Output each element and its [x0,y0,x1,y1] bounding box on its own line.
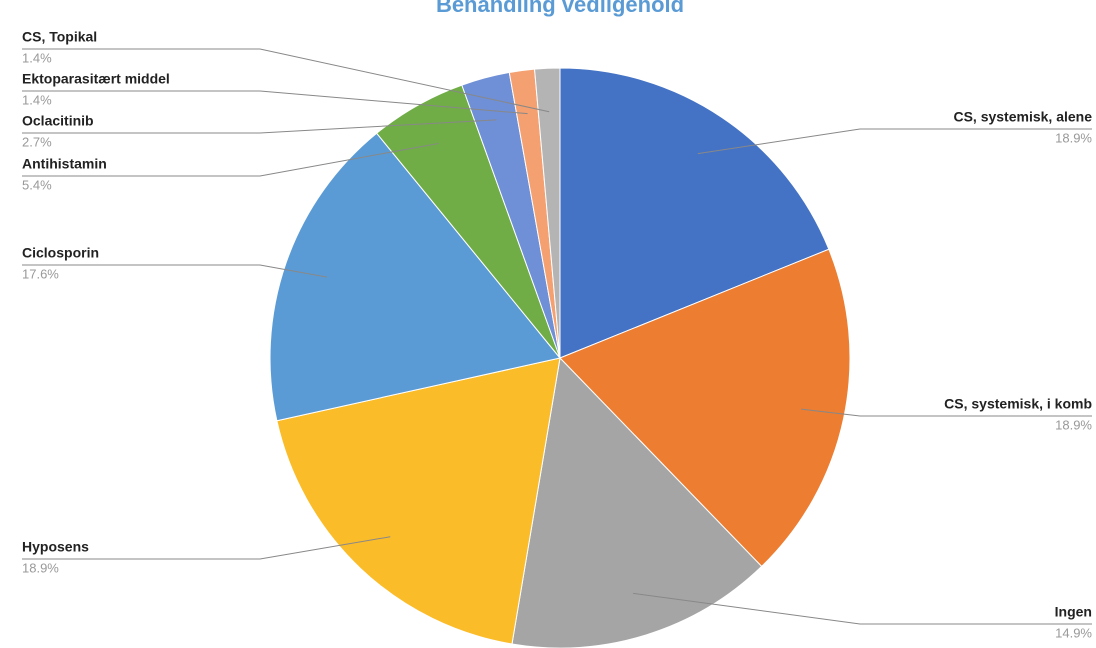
leader-line [633,592,1092,625]
slice-label: CS, systemisk, i komb [944,396,1092,412]
slice-value-label: 17.6% [22,266,59,281]
leader-line [22,90,528,115]
slice-label: CS, Topikal [22,29,97,45]
slice-label: Ingen [1055,604,1092,620]
slice-label: Hyposens [22,539,89,555]
slice-value-label: 18.9% [22,560,59,575]
slice-value-label: 14.9% [1055,625,1092,640]
pie-slice [276,357,561,645]
pie-slice [269,132,561,422]
pie-slice [534,67,561,359]
slice-value-label: 1.4% [22,92,52,107]
leader-line [22,119,497,134]
slice-label: Oclacitinib [22,113,94,129]
slice-value-label: 2.7% [22,134,52,149]
slice-value-label: 5.4% [22,177,52,192]
leader-line [22,48,550,113]
slice-label: CS, systemisk, alene [953,109,1092,125]
leader-line [801,408,1092,417]
chart-title: Behandling vedligehold [436,0,684,17]
leader-line [697,128,1092,155]
slice-label: Antihistamin [22,156,107,172]
slice-value-label: 18.9% [1055,417,1092,432]
slice-value-label: 18.9% [1055,130,1092,145]
slice-label: Ciclosporin [22,245,99,261]
pie-slice [559,67,830,359]
slice-label: Ektoparasitært middel [22,71,170,87]
slice-value-label: 1.4% [22,50,52,65]
pie-slice [511,356,763,648]
leader-line [22,264,328,278]
pie-slice [559,248,851,568]
leader-line [22,536,391,560]
leader-line [22,142,439,177]
